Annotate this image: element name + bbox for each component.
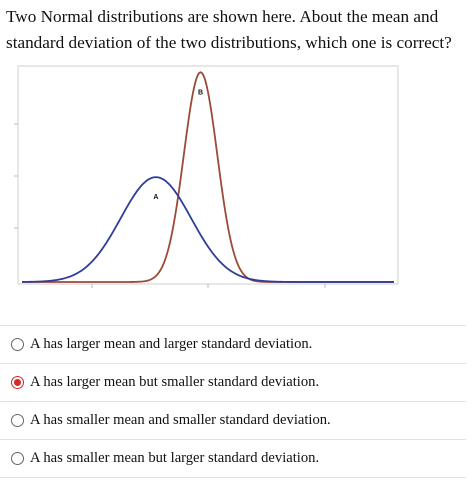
- radio-button[interactable]: [11, 414, 24, 427]
- x-axis-ticks: [91, 284, 326, 288]
- curve-a: [21, 176, 394, 283]
- curve-a-label: A: [153, 194, 158, 201]
- radio-button[interactable]: [11, 338, 24, 351]
- radio-button[interactable]: [11, 376, 24, 389]
- plot-area: [17, 65, 399, 285]
- option-a-larger-mean-larger-sd[interactable]: A has larger mean and larger standard de…: [0, 325, 466, 363]
- option-a-larger-mean-smaller-sd[interactable]: A has larger mean but smaller standard d…: [0, 363, 466, 401]
- normal-distributions-chart: A B: [0, 60, 474, 300]
- option-a-smaller-mean-larger-sd[interactable]: A has smaller mean but larger standard d…: [0, 439, 466, 478]
- radio-button[interactable]: [11, 452, 24, 465]
- chart-svg: A B: [14, 65, 399, 288]
- option-a-smaller-mean-smaller-sd[interactable]: A has smaller mean and smaller standard …: [0, 401, 466, 439]
- y-axis-ticks: [14, 123, 18, 229]
- option-label: A has smaller mean and smaller standard …: [30, 412, 331, 428]
- option-label: A has larger mean and larger standard de…: [30, 336, 313, 352]
- curve-b-label: B: [198, 89, 203, 96]
- answer-options: A has larger mean and larger standard de…: [0, 325, 466, 478]
- option-label: A has smaller mean but larger standard d…: [30, 450, 320, 466]
- option-label: A has larger mean but smaller standard d…: [30, 374, 320, 390]
- question-text: Two Normal distributions are shown here.…: [6, 7, 452, 52]
